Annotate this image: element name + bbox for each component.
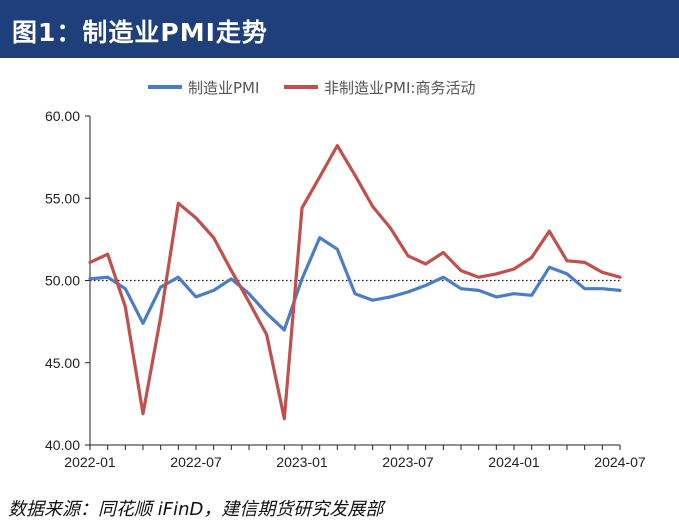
chart: 制造业PMI 非制造业PMI:商务活动 60.00 55.00 50.00 45.00… — [45, 79, 646, 470]
x-tick-label: 2023-01 — [276, 454, 328, 470]
series-line-non-manufacturing-pmi — [88, 143, 622, 421]
x-tick-label: 2023-07 — [382, 454, 434, 470]
figure-title: 图1：制造业PMI走势 — [12, 18, 268, 47]
header-bar: 图1：制造业PMI走势 — [0, 0, 679, 58]
plot-area — [88, 143, 622, 421]
y-tick-label: 50.00 — [45, 273, 80, 289]
x-tick-label: 2022-07 — [170, 454, 222, 470]
legend-label-manufacturing-pmi: 制造业PMI — [188, 79, 259, 97]
source-note: 数据来源：同花顺 iFinD，建信期货研究发展部 — [8, 499, 384, 520]
legend-label-non-manufacturing-pmi: 非制造业PMI:商务活动 — [324, 79, 475, 97]
y-tick-label: 40.00 — [45, 437, 80, 453]
legend: 制造业PMI 非制造业PMI:商务活动 — [148, 79, 475, 97]
y-tick-label: 60.00 — [45, 108, 80, 124]
x-tick-label: 2024-01 — [488, 454, 540, 470]
x-tick-label: 2024-07 — [594, 454, 646, 470]
y-tick-label: 45.00 — [45, 355, 80, 371]
series-line-manufacturing-pmi — [88, 236, 622, 332]
y-tick-label: 55.00 — [45, 190, 80, 206]
x-tick-label: 2022-01 — [64, 454, 116, 470]
